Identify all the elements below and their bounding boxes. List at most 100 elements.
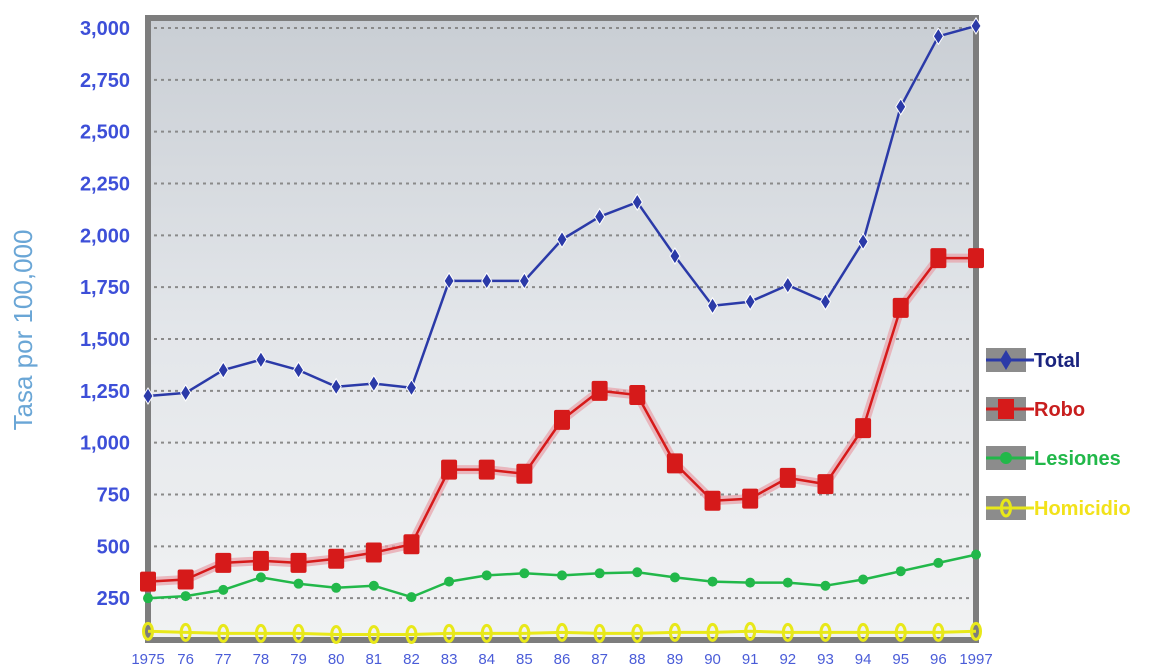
data-point [218, 584, 229, 595]
y-tick-label: 2,000 [80, 225, 130, 247]
data-point [781, 622, 794, 642]
data-point [444, 576, 455, 587]
data-point [180, 591, 191, 602]
legend-item-robo: Robo [986, 397, 1085, 421]
data-point [330, 624, 343, 644]
x-tick-label: 80 [328, 651, 345, 668]
data-point [894, 622, 907, 642]
data-point [632, 567, 643, 578]
data-point [855, 418, 872, 439]
legend-item-lesiones: Lesiones [986, 446, 1121, 470]
data-point [518, 272, 530, 290]
x-tick-label: 79 [290, 651, 307, 668]
data-point [180, 383, 192, 402]
y-tick-label: 3,000 [80, 18, 130, 40]
x-tick-label: 93 [817, 651, 834, 668]
x-tick-label: 92 [779, 651, 796, 668]
data-point [255, 572, 266, 583]
data-point [591, 380, 608, 401]
data-point [707, 576, 718, 587]
y-tick-label: 2,500 [80, 122, 130, 144]
legend-marker [1000, 350, 1012, 370]
data-point [406, 592, 417, 603]
series-lesiones [143, 549, 981, 604]
x-tick-label: 1975 [131, 651, 164, 668]
data-point [779, 467, 796, 488]
data-point [292, 361, 305, 380]
y-tick-label: 2,250 [80, 174, 130, 196]
x-tick-label: 1997 [959, 651, 992, 668]
x-tick-label: 88 [629, 651, 646, 668]
data-point [629, 384, 646, 405]
x-tick-label: 96 [930, 651, 947, 668]
data-point [968, 248, 984, 269]
legend-marker [1000, 498, 1012, 518]
data-point [443, 272, 455, 290]
series-homicidio [142, 621, 982, 644]
legend-marker [998, 399, 1014, 419]
data-point [593, 623, 606, 643]
x-tick-label: 89 [667, 651, 684, 668]
data-point [742, 488, 759, 509]
data-point [594, 207, 606, 226]
data-point [666, 453, 683, 474]
data-point [820, 580, 831, 591]
data-point [255, 350, 267, 369]
data-point [557, 570, 567, 581]
data-point [293, 578, 304, 589]
x-tick-label: 87 [591, 651, 608, 668]
x-tick-label: 84 [478, 651, 495, 668]
series-total [142, 16, 982, 405]
data-point [177, 569, 194, 590]
data-point [179, 622, 192, 642]
y-tick-label: 2,750 [80, 70, 130, 92]
y-tick-label: 1,750 [80, 277, 130, 299]
plot-area [145, 15, 979, 643]
data-point [217, 623, 230, 643]
y-tick-label: 500 [97, 536, 130, 558]
data-point [782, 276, 794, 295]
data-point [328, 548, 345, 569]
data-point [744, 621, 757, 641]
data-point [970, 621, 982, 641]
data-point [292, 623, 305, 643]
data-point [819, 622, 832, 642]
data-point [478, 459, 495, 480]
data-point [933, 557, 944, 568]
data-point [481, 272, 493, 290]
x-tick-label: 81 [365, 651, 382, 668]
data-point [367, 624, 380, 644]
y-tick-label: 1,250 [80, 381, 130, 403]
data-point [254, 623, 267, 643]
x-tick-label: 82 [403, 651, 420, 668]
data-point [858, 574, 869, 585]
x-tick-label: 76 [177, 651, 194, 668]
data-point [516, 463, 533, 484]
data-point [631, 623, 644, 643]
data-point [403, 534, 420, 555]
series-robo [140, 248, 984, 592]
data-point [892, 297, 909, 318]
data-point [857, 622, 870, 642]
data-point [971, 549, 981, 560]
data-point [142, 387, 154, 405]
legend-label: Robo [1034, 399, 1085, 421]
data-point [704, 490, 721, 511]
data-point [441, 459, 458, 480]
data-point [817, 474, 834, 495]
legend-label: Total [1034, 350, 1080, 372]
data-point [744, 292, 756, 311]
legend-marker [1000, 452, 1012, 464]
y-axis-label: Tasa por 100,000 [8, 230, 38, 431]
x-tick-label: 91 [742, 651, 759, 668]
data-point [443, 623, 456, 643]
x-tick-label: 85 [516, 651, 533, 668]
data-point [631, 193, 643, 212]
data-point [365, 542, 382, 563]
data-point [252, 550, 269, 571]
x-tick-label: 94 [855, 651, 872, 668]
data-point [405, 378, 418, 397]
y-tick-label: 750 [97, 485, 130, 507]
y-tick-label: 1,500 [80, 329, 130, 351]
data-point [368, 580, 379, 591]
